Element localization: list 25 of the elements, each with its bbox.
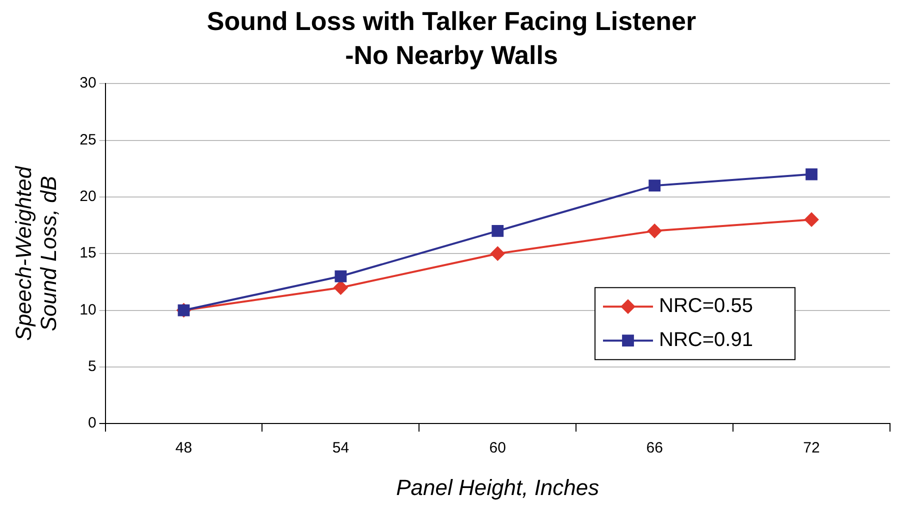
legend-label: NRC=0.55 [659,295,753,318]
x-tick-label: 72 [803,440,820,457]
point [648,180,661,192]
legend-label: NRC=0.91 [659,329,753,352]
y-axis-title: Speech-Weighted Sound Loss, dB [10,166,62,341]
y-tick-label: 30 [80,74,96,92]
y-tick-label: 10 [80,301,96,318]
point [490,246,505,261]
y-tick-label: 20 [80,188,96,206]
x-axis-title: Panel Height, Inches [396,474,600,500]
x-tick-label: 60 [489,440,506,457]
point [804,212,819,227]
point [806,168,818,180]
point [648,224,662,238]
y-tick-label: 25 [80,131,96,148]
x-tick-label: 48 [175,440,192,457]
y-tick-label: 5 [88,358,96,376]
x-tick-label: 66 [646,440,663,457]
y-tick-label: 0 [88,414,96,432]
point [334,280,348,295]
point [492,224,504,237]
chart-title: Sound Loss with Talker Facing Listener -No Nearby Walls [206,6,696,70]
point [334,270,347,282]
x-tick-label: 54 [332,440,350,457]
y-tick-label: 15 [80,244,96,262]
